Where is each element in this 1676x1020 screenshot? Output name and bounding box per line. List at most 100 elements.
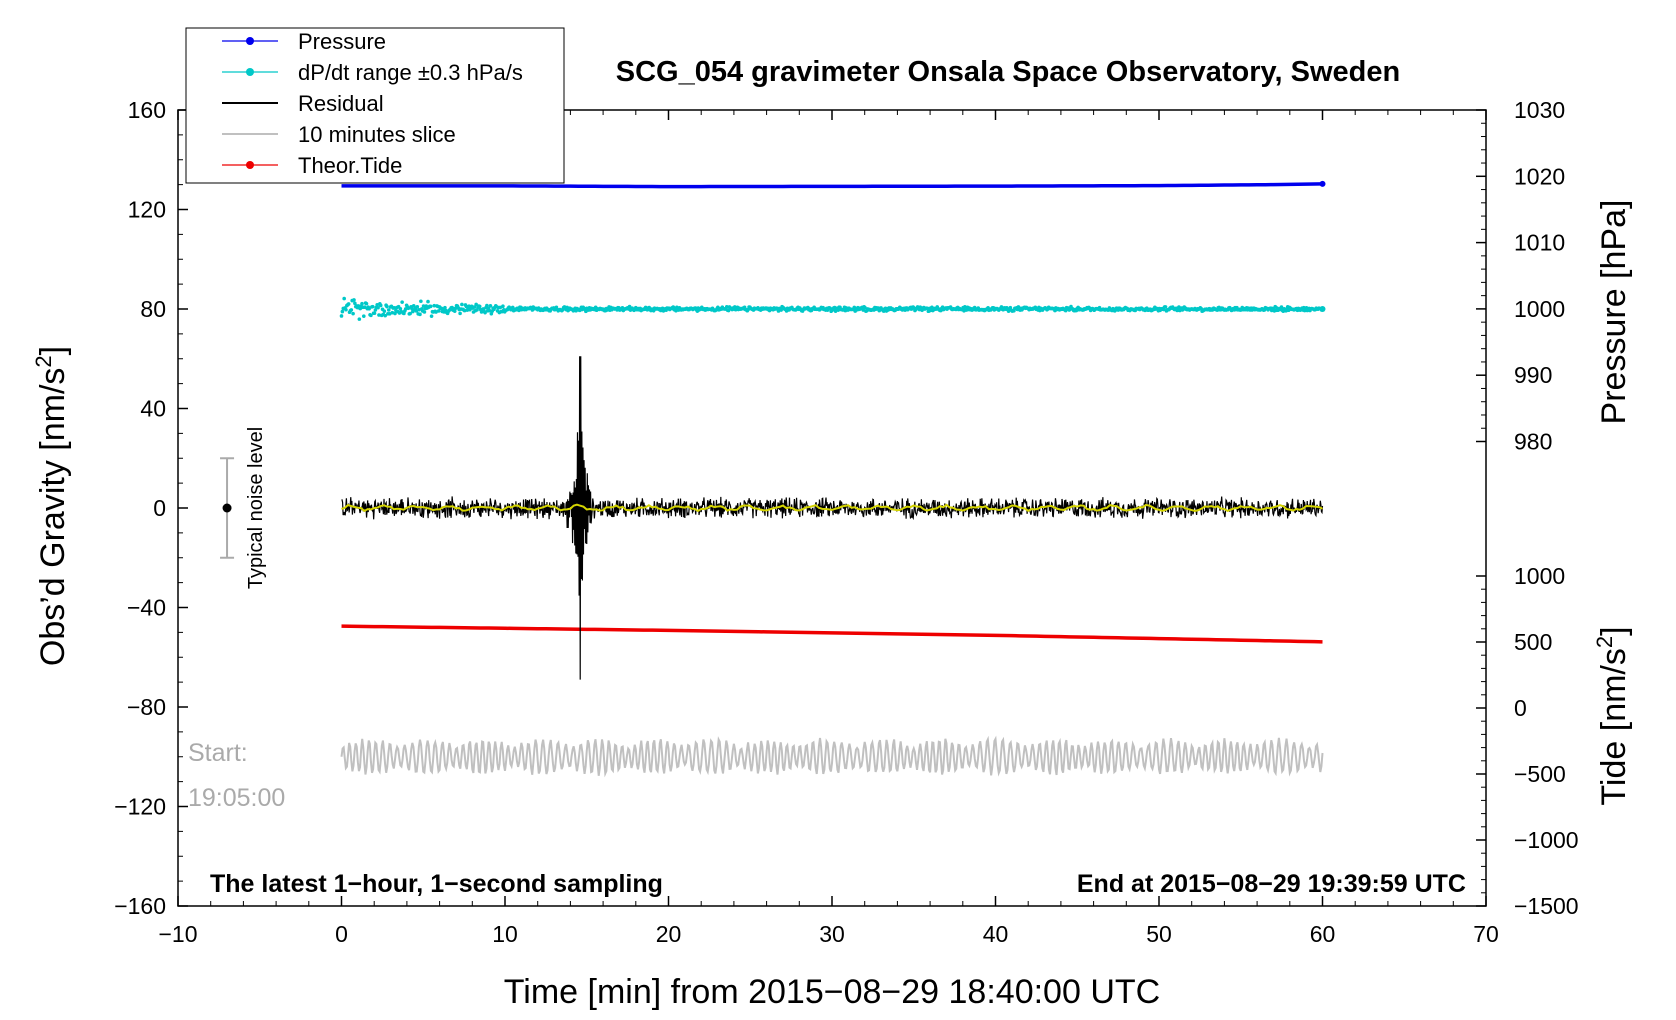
pressure-tick-label: 980 [1514,429,1552,455]
pressure-series-line [341,182,1323,189]
y-tick-label: 0 [153,495,166,521]
dpdt-point [362,314,366,318]
dpdt-point [418,312,422,317]
axis-layer: −10 0 10 20 30 40 50 60 7016012080400−40−80−120−… [114,97,1578,947]
dpdt-point [477,304,482,309]
y-tick-label: 80 [140,296,166,322]
dpdt-point [346,302,351,306]
dpdt-point [408,311,412,316]
x-tick-label: 40 [983,921,1009,947]
dpdt-point [432,303,437,308]
dpdt-point [485,303,489,308]
legend-marker [246,161,254,169]
dpdt-point [386,308,391,312]
dpdt-point [462,308,467,313]
tide-tick-label: −500 [1514,761,1566,787]
y-tick-label: −80 [127,694,166,720]
y-tick-label: 40 [140,396,166,422]
legend-label: dP/dt range ±0.3 hPa/s [298,60,523,85]
legend-label: 10 minutes slice [298,122,456,147]
pressure-tick-label: 990 [1514,362,1552,388]
dpdt-point [429,314,434,318]
pressure-tick-label: 1030 [1514,97,1565,123]
pressure-axis-label: Pressure [hPa] [1595,200,1633,425]
dpdt-point [422,310,427,314]
dpdt-point [925,306,930,311]
tide-tick-label: 0 [1514,695,1527,721]
noise-marker [220,457,235,559]
dpdt-point [382,309,387,313]
dpdt-point [428,304,433,309]
dpdt-point [501,304,505,309]
tide-tick-label: −1000 [1514,827,1579,853]
dpdt-point [360,301,364,306]
noise-center-dot [222,503,232,513]
dpdt-point [392,305,396,310]
dpdt-point [356,304,361,308]
dpdt-point [415,305,420,309]
dpdt-point [357,317,362,321]
x-tick-label: 70 [1473,921,1499,947]
dpdt-point [372,311,377,316]
dpdt-point [452,309,457,313]
dpdt-point [385,304,389,309]
y-tick-label: 160 [128,97,166,123]
slice-series-line [340,735,1324,778]
pressure-end-point [1319,180,1326,187]
dpdt-point [406,306,411,311]
legend: Pressure dP/dt range ±0.3 hPa/s Residual 10… [185,27,565,184]
dpdt-point [376,305,380,310]
end-time-note: End at 2015−08−29 19:39:59 UTC [1077,870,1466,898]
dpdt-point [383,313,388,318]
dpdt-point [378,303,383,308]
dpdt-point [339,314,344,318]
sampling-note: The latest 1−hour, 1−second sampling [210,870,663,898]
dpdt-series [339,296,1326,321]
dpdt-point [349,308,354,312]
dpdt-point [377,313,381,317]
dpdt-point [483,310,487,315]
tide-axis-label: Tide [nm/s2] [1592,626,1633,805]
dpdt-point [353,301,357,306]
legend-box [185,27,565,184]
dpdt-point [460,302,464,307]
pressure-tick-label: 1000 [1514,296,1565,322]
dpdt-point [726,308,731,313]
dpdt-point [498,305,503,310]
dpdt-point [510,305,515,310]
legend-label: Theor.Tide [298,153,402,178]
residual-smoothed-line [341,503,1323,513]
tide-series-line [341,624,1323,644]
dpdt-point [364,301,369,306]
dpdt-point [863,305,867,310]
dpdt-point [488,304,493,308]
tide-tick-label: −1500 [1514,893,1579,919]
dpdt-point [472,305,477,309]
series-layer [220,180,1326,778]
x-tick-label: 60 [1310,921,1336,947]
dpdt-point [474,302,478,307]
dpdt-point [369,313,373,318]
dpdt-point [351,311,355,316]
noise-level-label: Typical noise level [245,427,267,589]
dpdt-point [426,299,430,304]
x-tick-label: 20 [656,921,682,947]
legend-marker [246,37,254,45]
pressure-tick-label: 1020 [1514,163,1565,189]
dpdt-point [1319,306,1326,312]
dpdt-point [1279,305,1284,309]
dpdt-point [414,309,419,313]
start-label: Start: [188,739,248,767]
y-tick-label: −160 [114,893,166,919]
dpdt-point [779,308,783,312]
x-tick-label: 30 [819,921,845,947]
dpdt-point [340,309,345,314]
y-axis-label: Obs’d Gravity [nm/s2] [31,346,72,666]
dpdt-point [489,311,494,316]
y-tick-label: −120 [114,794,166,820]
dpdt-point [443,305,447,310]
tide-tick-label: 500 [1514,629,1552,655]
dpdt-point [464,304,469,309]
dpdt-point [393,311,397,316]
